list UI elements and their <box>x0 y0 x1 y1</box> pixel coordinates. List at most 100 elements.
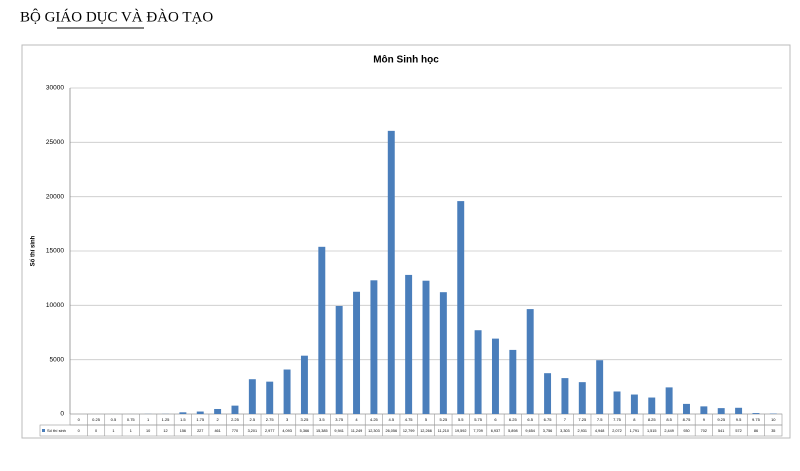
value-label: 15,385 <box>316 429 328 433</box>
bar <box>596 360 603 414</box>
value-label: 3,201 <box>248 429 258 433</box>
bar <box>284 370 291 414</box>
bar <box>197 412 204 414</box>
bar <box>648 398 655 414</box>
y-tick-label: 20000 <box>46 193 64 200</box>
value-label: 12,266 <box>420 429 432 433</box>
bar <box>353 292 360 414</box>
x-tick-label: 5.75 <box>474 417 483 422</box>
value-label: 156 <box>180 429 186 433</box>
value-label: 7,709 <box>473 429 483 433</box>
x-tick-label: 0.5 <box>111 417 117 422</box>
value-label: 1 <box>112 429 114 433</box>
y-tick-label: 10000 <box>46 302 64 309</box>
x-tick-label: 8.5 <box>666 417 672 422</box>
x-tick-label: 4.5 <box>388 417 394 422</box>
value-label: 11,210 <box>438 429 449 433</box>
bar <box>666 387 673 414</box>
bar <box>492 339 499 414</box>
value-label: 4,093 <box>282 429 292 433</box>
value-label: 461 <box>214 429 220 433</box>
value-label: 5,898 <box>508 429 518 433</box>
x-tick-label: 7.25 <box>578 417 587 422</box>
bar <box>718 408 725 414</box>
bar <box>700 406 707 414</box>
x-tick-label: 2.5 <box>250 417 256 422</box>
bar <box>318 247 325 414</box>
bar <box>475 330 482 414</box>
x-tick-label: 5.25 <box>439 417 448 422</box>
value-label: 1,515 <box>647 429 657 433</box>
x-tick-label: 4.25 <box>370 417 379 422</box>
bar <box>579 382 586 414</box>
bar <box>440 292 447 414</box>
value-label: 3,756 <box>543 429 553 433</box>
value-label: 2,977 <box>265 429 275 433</box>
x-tick-label: 1.25 <box>162 417 171 422</box>
bar <box>301 356 308 414</box>
x-tick-label: 4.75 <box>405 417 414 422</box>
x-tick-label: 0.75 <box>127 417 136 422</box>
value-label: 9,941 <box>334 429 344 433</box>
x-tick-label: 2.25 <box>231 417 240 422</box>
bar <box>405 275 412 414</box>
value-label: 541 <box>718 429 724 433</box>
bar <box>544 373 551 414</box>
x-tick-label: 2.75 <box>266 417 275 422</box>
value-label: 0 <box>78 429 80 433</box>
value-label: 572 <box>735 429 741 433</box>
value-label: 2,072 <box>612 429 622 433</box>
bar <box>752 413 759 414</box>
x-tick-label: 9.25 <box>717 417 726 422</box>
value-label: 12,799 <box>403 429 415 433</box>
bar <box>214 409 221 414</box>
x-tick-label: 5.5 <box>458 417 464 422</box>
value-label: 2,931 <box>578 429 588 433</box>
value-label: 2,449 <box>664 429 674 433</box>
bar <box>457 201 464 414</box>
value-label: 19,592 <box>455 429 467 433</box>
y-tick-label: 0 <box>60 411 64 418</box>
x-tick-label: 3.25 <box>301 417 310 422</box>
bar <box>527 309 534 414</box>
x-tick-label: 8.25 <box>648 417 657 422</box>
value-label: 26,056 <box>385 429 397 433</box>
value-label: 770 <box>232 429 238 433</box>
x-tick-label: 1.75 <box>196 417 205 422</box>
y-tick-label: 30000 <box>46 85 64 92</box>
bar <box>614 391 621 414</box>
x-tick-label: 6.75 <box>544 417 553 422</box>
value-label: 35 <box>771 429 775 433</box>
bar <box>423 281 430 414</box>
x-tick-label: 3.75 <box>335 417 344 422</box>
x-tick-label: 6.25 <box>509 417 518 422</box>
value-label: 702 <box>701 429 707 433</box>
legend-swatch <box>42 429 45 432</box>
legend-label: Số thí sinh <box>47 428 66 433</box>
bar <box>388 131 395 414</box>
y-tick-label: 15000 <box>46 248 64 255</box>
bar <box>179 412 186 414</box>
x-tick-label: 10 <box>771 417 776 422</box>
x-tick-label: 1.5 <box>180 417 186 422</box>
x-tick-label: 3.5 <box>319 417 325 422</box>
bar <box>735 408 742 414</box>
value-label: 0 <box>95 429 97 433</box>
value-label: 1,791 <box>630 429 640 433</box>
header-title: BỘ GIÁO DỤC VÀ ĐÀO TẠO <box>20 8 213 25</box>
value-label: 9,654 <box>525 429 535 433</box>
y-axis-label: Số thí sinh <box>30 235 37 266</box>
bar <box>370 280 377 414</box>
x-tick-label: 7.5 <box>597 417 603 422</box>
value-label: 10 <box>146 429 150 433</box>
value-label: 1 <box>130 429 132 433</box>
y-tick-label: 25000 <box>46 139 64 146</box>
x-tick-label: 8.75 <box>683 417 692 422</box>
x-tick-label: 7.75 <box>613 417 622 422</box>
y-tick-label: 5000 <box>50 356 65 363</box>
value-label: 930 <box>683 429 689 433</box>
value-label: 12 <box>163 429 167 433</box>
bar <box>683 404 690 414</box>
